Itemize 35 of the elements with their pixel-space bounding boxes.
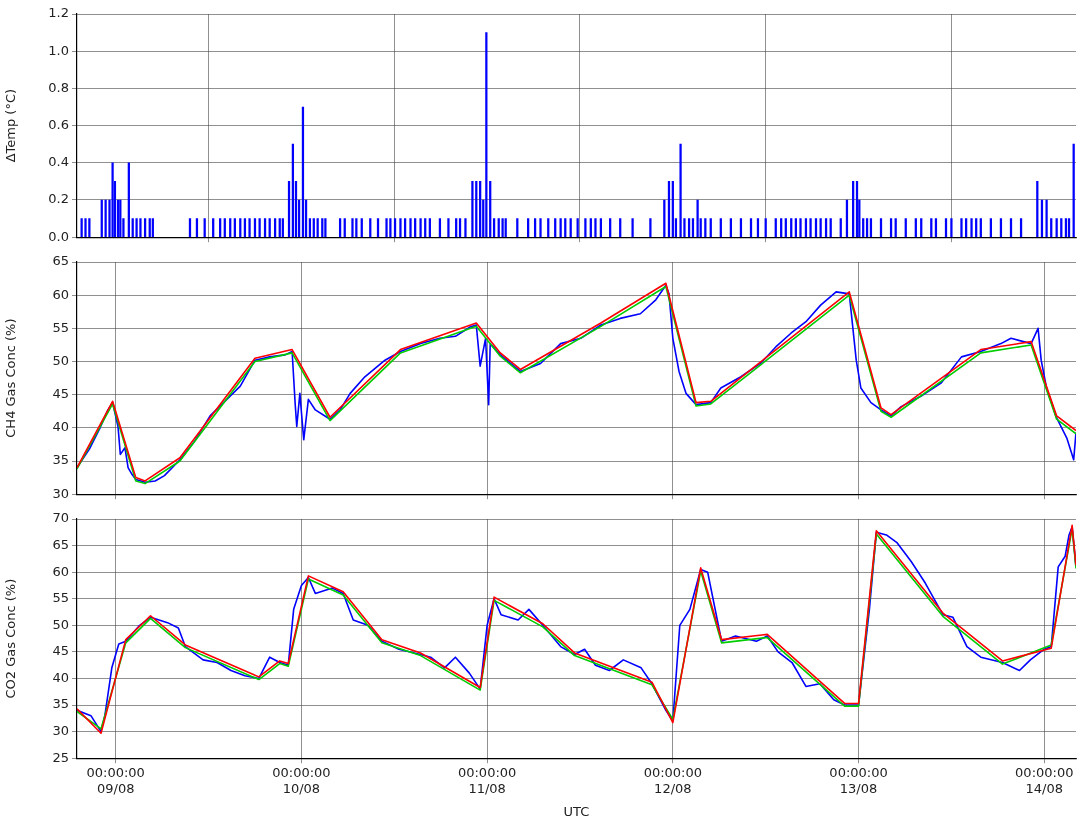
y-tick-label: 0.0 <box>48 228 69 244</box>
x-axis-title: UTC <box>563 803 590 819</box>
y-tick-label: 65 <box>52 253 69 269</box>
y-tick-label: 35 <box>52 696 69 712</box>
x-tick-label: 00:00:00 11/08 <box>457 765 517 796</box>
x-tick-label: 00:00:00 09/08 <box>86 765 145 796</box>
y-axis-title: CH4 Gas Conc (%) <box>3 318 19 438</box>
y-tick-label: 0.2 <box>48 191 69 207</box>
y-tick-label: 50 <box>52 352 69 368</box>
y-tick-label: 70 <box>52 510 69 526</box>
y-tick-label: 45 <box>52 386 69 402</box>
y-tick-label: 0.6 <box>48 116 69 132</box>
y-tick-label: 60 <box>52 563 69 579</box>
y-tick-label: 30 <box>52 485 69 501</box>
y-tick-label: 50 <box>52 616 69 632</box>
y-tick-label: 55 <box>52 590 69 606</box>
y-tick-label: 25 <box>52 749 69 765</box>
y-tick-label: 55 <box>52 319 69 335</box>
y-tick-label: 0.4 <box>48 154 69 170</box>
y-tick-label: 45 <box>52 643 69 659</box>
y-axis-title: CO2 Gas Conc (%) <box>3 578 19 699</box>
y-tick-label: 1.0 <box>48 42 69 58</box>
y-tick-label: 60 <box>52 286 69 302</box>
x-tick-label: 00:00:00 10/08 <box>272 765 331 796</box>
y-tick-label: 40 <box>52 419 69 435</box>
x-tick-label: 00:00:00 12/08 <box>643 765 703 796</box>
y-axis-title: ΔTemp (°C) <box>3 88 19 163</box>
y-tick-label: 1.2 <box>48 5 69 21</box>
x-tick-label: 00:00:00 13/08 <box>829 765 888 796</box>
x-tick-label: 00:00:00 14/08 <box>1015 765 1074 796</box>
y-tick-label: 35 <box>52 452 69 468</box>
y-tick-label: 65 <box>52 536 69 552</box>
y-tick-label: 40 <box>52 669 69 685</box>
y-tick-label: 0.8 <box>48 79 69 95</box>
y-tick-label: 30 <box>52 723 69 738</box>
